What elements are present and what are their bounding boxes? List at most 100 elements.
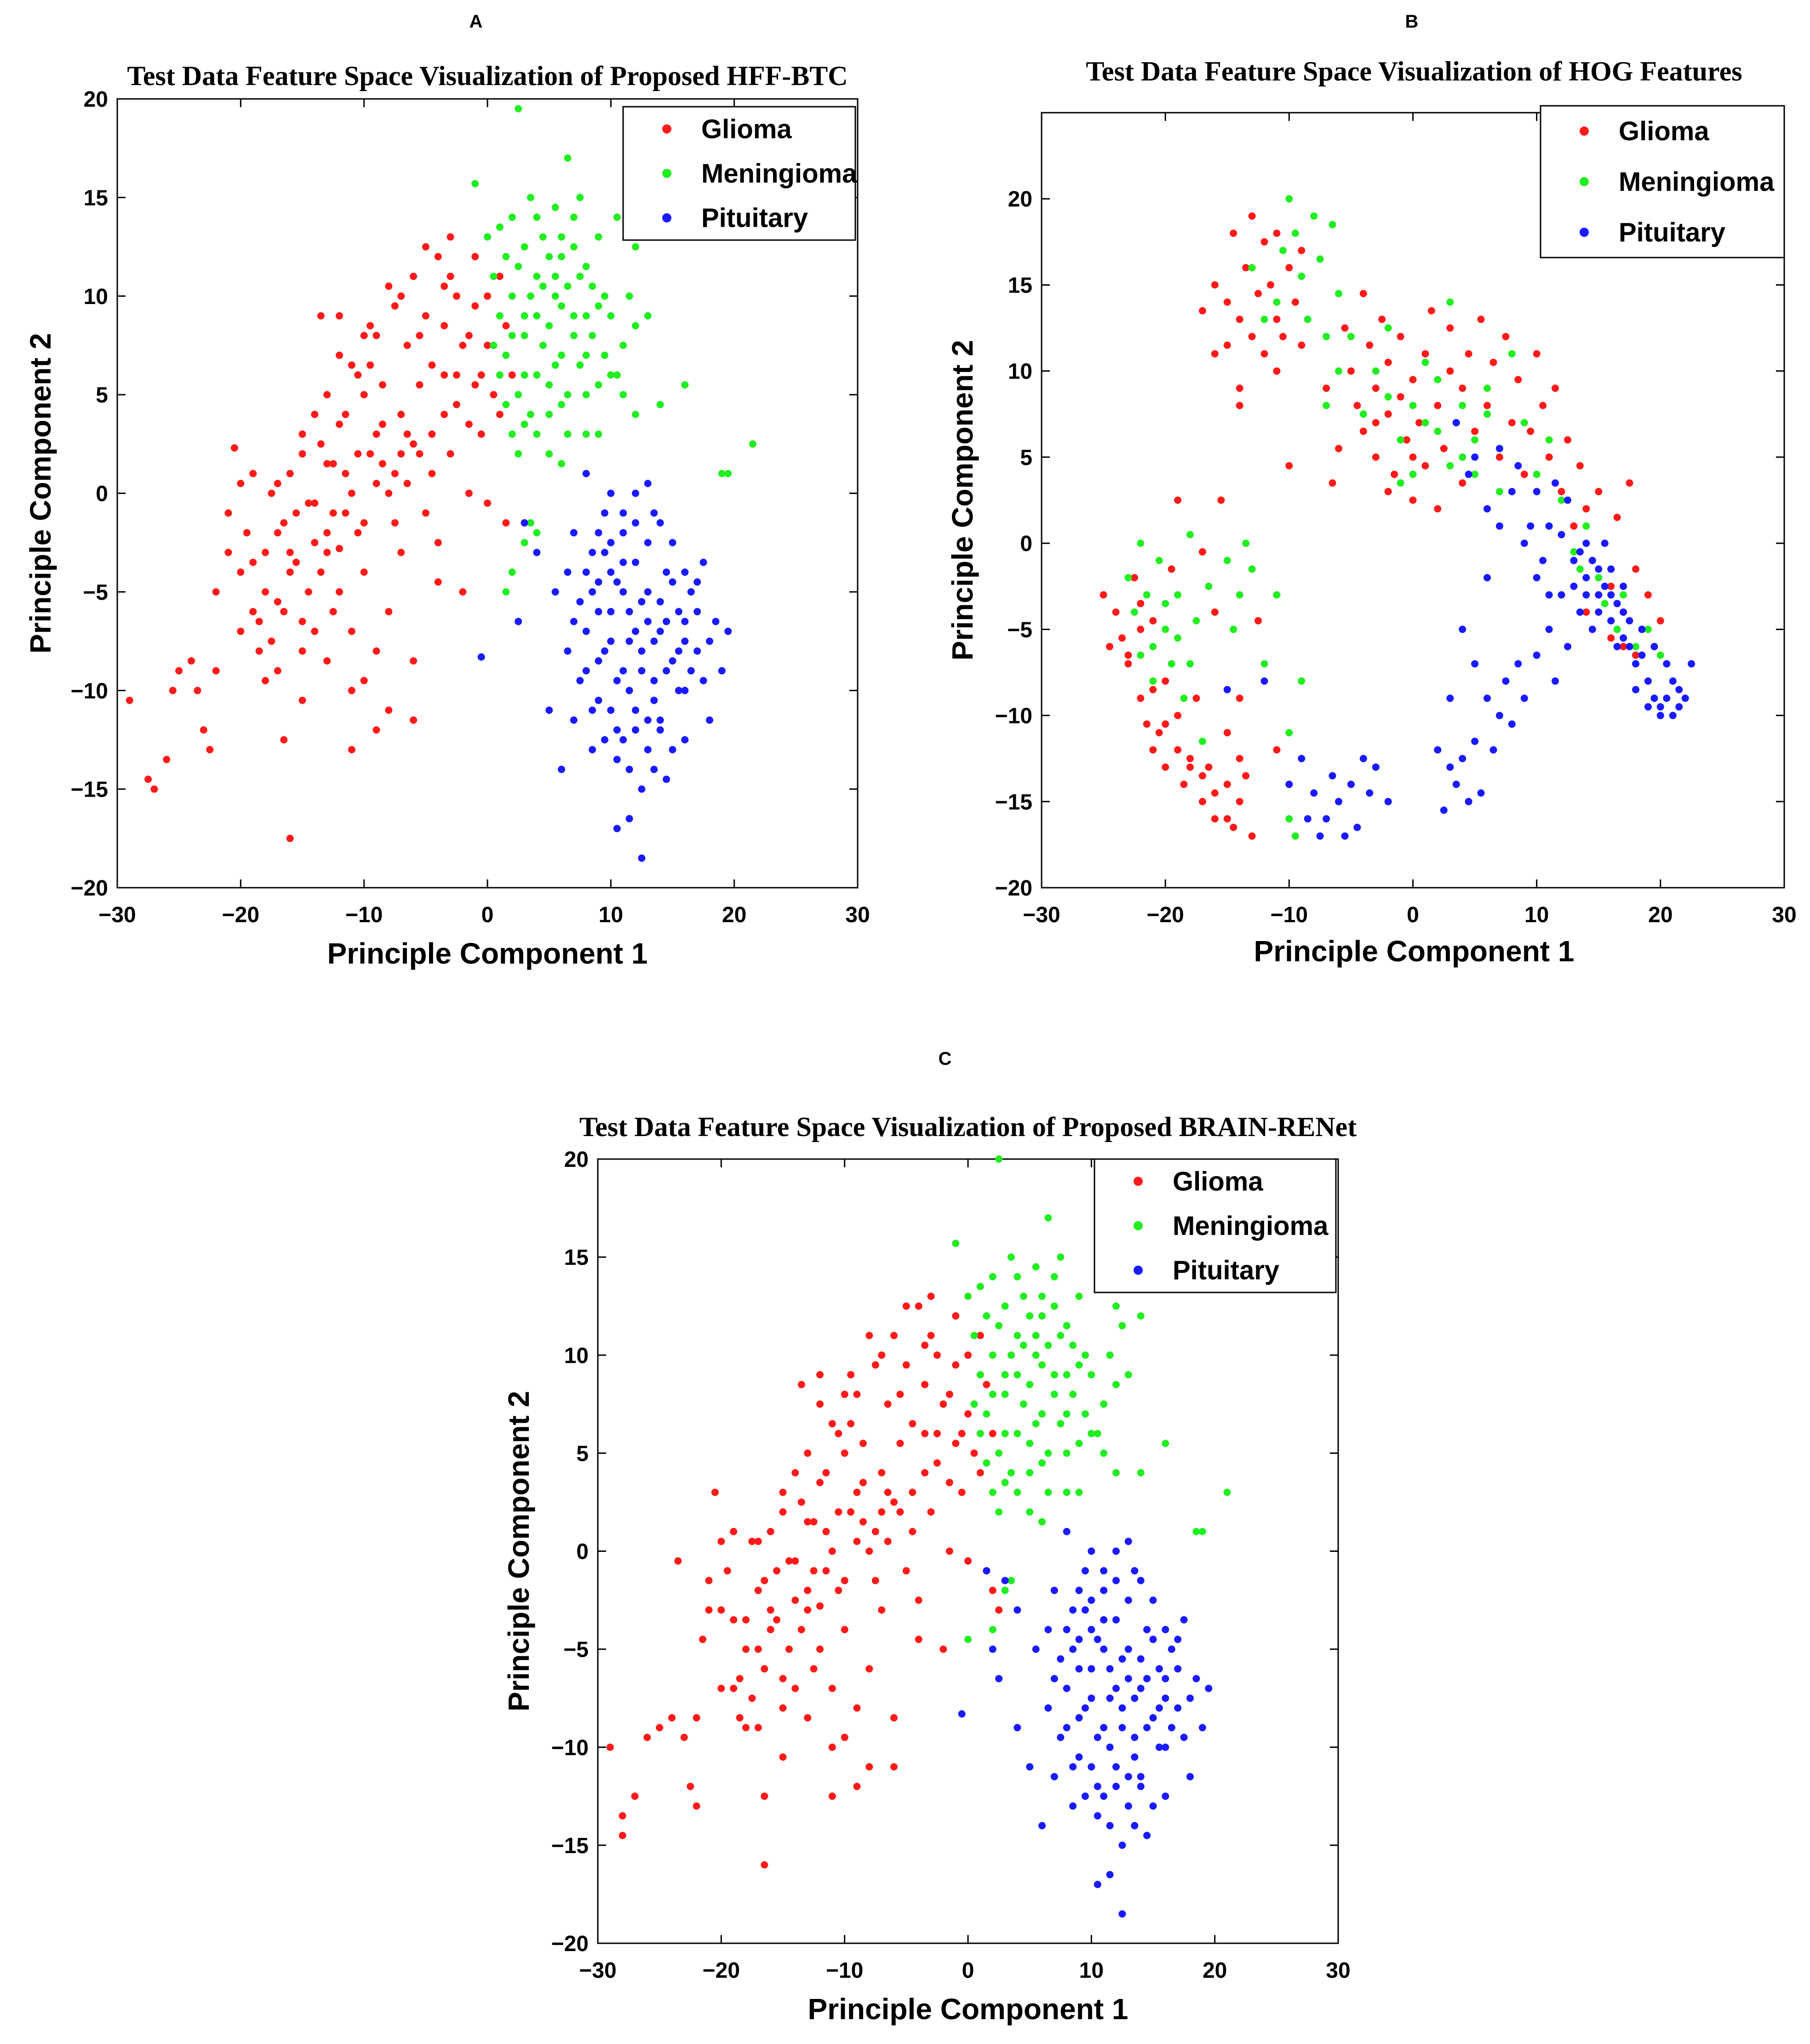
data-point-pituitary bbox=[619, 509, 627, 517]
data-point-glioma bbox=[471, 253, 479, 260]
data-point-pituitary bbox=[1149, 1802, 1157, 1810]
data-point-meningioma bbox=[983, 1410, 991, 1418]
data-point-glioma bbox=[367, 322, 374, 330]
data-point-pituitary bbox=[1075, 1753, 1083, 1761]
data-point-glioma bbox=[1520, 471, 1528, 478]
data-point-meningioma bbox=[718, 470, 726, 477]
data-point-pituitary bbox=[650, 677, 658, 684]
data-point-pituitary bbox=[1495, 445, 1503, 453]
data-point-meningioma bbox=[1446, 298, 1454, 306]
data-point-meningioma bbox=[952, 1240, 960, 1247]
data-point-glioma bbox=[1323, 385, 1330, 392]
legend-label-pituitary: Pituitary bbox=[701, 203, 808, 233]
data-point-pituitary bbox=[1112, 1547, 1120, 1555]
data-point-glioma bbox=[1285, 462, 1293, 470]
data-point-meningioma bbox=[1014, 1273, 1021, 1280]
data-point-meningioma bbox=[995, 1322, 1003, 1330]
data-point-glioma bbox=[865, 1332, 873, 1339]
data-point-glioma bbox=[1242, 772, 1250, 780]
data-point-meningioma bbox=[508, 568, 516, 576]
y-tick-label: 5 bbox=[96, 383, 108, 408]
data-point-meningioma bbox=[970, 1400, 978, 1408]
legend-box bbox=[622, 106, 856, 241]
data-point-pituitary bbox=[570, 529, 578, 537]
data-point-meningioma bbox=[1044, 1214, 1052, 1222]
data-point-pituitary bbox=[1607, 617, 1615, 625]
data-point-pituitary bbox=[1081, 1606, 1089, 1614]
data-point-meningioma bbox=[1323, 402, 1330, 409]
data-point-glioma bbox=[1223, 729, 1231, 736]
data-point-pituitary bbox=[1112, 1684, 1120, 1692]
data-point-pituitary bbox=[613, 825, 621, 833]
data-point-glioma bbox=[372, 430, 380, 438]
data-point-glioma bbox=[441, 282, 448, 290]
x-tick-label: −30 bbox=[1023, 903, 1060, 927]
data-point-glioma bbox=[348, 746, 355, 753]
data-point-pituitary bbox=[1014, 1606, 1021, 1614]
data-point-pituitary bbox=[613, 726, 621, 734]
series-meningioma bbox=[1124, 195, 1664, 840]
data-point-glioma bbox=[791, 1684, 799, 1692]
data-point-pituitary bbox=[613, 677, 621, 684]
data-point-glioma bbox=[1112, 608, 1120, 616]
data-point-pituitary bbox=[1558, 531, 1565, 539]
data-point-glioma bbox=[311, 411, 319, 418]
data-point-meningioma bbox=[1459, 453, 1466, 461]
data-point-glioma bbox=[323, 657, 331, 665]
data-point-meningioma bbox=[1007, 1469, 1015, 1476]
data-point-meningioma bbox=[1063, 1488, 1071, 1496]
data-point-glioma bbox=[1514, 376, 1522, 384]
data-point-meningioma bbox=[1026, 1440, 1034, 1447]
data-point-pituitary bbox=[1310, 789, 1318, 797]
data-point-meningioma bbox=[1359, 410, 1367, 418]
data-point-pituitary bbox=[1118, 1724, 1126, 1732]
data-point-glioma bbox=[964, 1557, 972, 1565]
data-point-glioma bbox=[274, 480, 281, 488]
data-point-pituitary bbox=[1100, 1586, 1108, 1594]
data-point-glioma bbox=[1223, 298, 1231, 306]
data-point-pituitary bbox=[687, 667, 695, 675]
data-point-glioma bbox=[939, 1400, 947, 1408]
x-tick-label: −20 bbox=[703, 1958, 740, 1983]
data-point-pituitary bbox=[638, 785, 646, 793]
y-tick-label: −10 bbox=[551, 1736, 589, 1760]
data-point-glioma bbox=[385, 608, 393, 615]
data-point-glioma bbox=[1397, 333, 1404, 340]
data-point-pituitary bbox=[1595, 591, 1603, 599]
data-point-meningioma bbox=[1100, 1400, 1108, 1408]
data-point-pituitary bbox=[1143, 1724, 1151, 1732]
data-point-meningioma bbox=[656, 401, 664, 408]
data-point-pituitary bbox=[1601, 540, 1609, 547]
data-point-glioma bbox=[810, 1665, 818, 1673]
data-point-glioma bbox=[902, 1567, 910, 1575]
data-point-meningioma bbox=[539, 282, 547, 290]
data-point-glioma bbox=[705, 1577, 713, 1585]
data-point-glioma bbox=[989, 1430, 997, 1437]
data-point-meningioma bbox=[1298, 677, 1306, 685]
data-point-pituitary bbox=[1100, 1792, 1108, 1800]
data-point-meningioma bbox=[1069, 1341, 1077, 1349]
data-point-pituitary bbox=[1681, 695, 1689, 702]
data-point-meningioma bbox=[558, 460, 565, 468]
data-point-pituitary bbox=[1452, 419, 1460, 426]
data-point-glioma bbox=[1384, 410, 1392, 418]
data-point-meningioma bbox=[595, 302, 602, 310]
data-point-glioma bbox=[1484, 402, 1491, 409]
data-point-glioma bbox=[385, 706, 393, 714]
data-point-meningioma bbox=[1124, 574, 1132, 581]
data-point-meningioma bbox=[1192, 1527, 1200, 1535]
data-point-glioma bbox=[1248, 832, 1256, 840]
data-point-meningioma bbox=[515, 105, 522, 113]
data-point-pituitary bbox=[625, 608, 633, 615]
data-point-pituitary bbox=[638, 667, 646, 675]
data-point-meningioma bbox=[1421, 358, 1429, 366]
data-point-glioma bbox=[477, 371, 485, 379]
data-point-meningioma bbox=[1038, 1292, 1046, 1300]
series-glioma bbox=[126, 233, 516, 842]
data-point-meningioma bbox=[1174, 634, 1182, 642]
data-point-meningioma bbox=[490, 341, 498, 349]
data-point-pituitary bbox=[1341, 832, 1349, 840]
panel-letter: B bbox=[1405, 11, 1419, 32]
data-point-meningioma bbox=[1075, 1292, 1083, 1300]
data-point-glioma bbox=[730, 1616, 738, 1624]
